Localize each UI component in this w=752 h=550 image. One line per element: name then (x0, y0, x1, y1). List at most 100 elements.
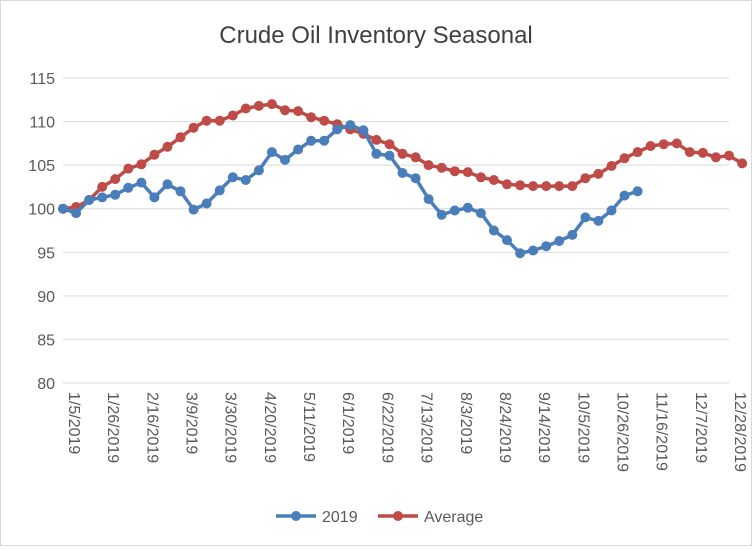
y-tick-label: 95 (37, 245, 55, 262)
data-point (515, 180, 526, 191)
x-tick-label: 3/9/2019 (183, 392, 200, 454)
data-point (266, 147, 277, 158)
data-point (136, 159, 147, 170)
data-point (123, 182, 134, 193)
legend-label: 2019 (322, 509, 358, 526)
x-axis-tick-labels: 1/5/2019 1/26/2019 2/16/2019 3/9/2019 3/30/2… (65, 392, 748, 472)
data-point (449, 205, 460, 216)
data-point (593, 168, 604, 179)
data-point (554, 236, 565, 246)
series-2019 (58, 120, 643, 259)
data-point (175, 186, 186, 197)
data-point (306, 112, 317, 123)
legend: 2019 Average (276, 509, 483, 526)
data-point (410, 152, 421, 163)
x-tick-label: 3/30/2019 (222, 392, 239, 463)
data-point (188, 122, 199, 133)
data-point (475, 208, 486, 219)
data-point (358, 125, 369, 136)
data-point (645, 141, 656, 151)
data-point (632, 147, 643, 158)
chart-title: Crude Oil Inventory Seasonal (219, 22, 533, 49)
data-point (214, 115, 225, 126)
legend-label: Average (424, 509, 483, 526)
data-point (502, 235, 512, 246)
data-point (423, 194, 434, 205)
data-point (110, 189, 121, 200)
series-line (61, 123, 640, 255)
data-point (397, 148, 408, 159)
x-tick-label: 6/1/2019 (339, 392, 356, 454)
legend-marker (291, 511, 301, 521)
data-point (488, 175, 499, 185)
data-point (384, 150, 395, 161)
data-point (710, 152, 721, 163)
x-tick-label: 12/28/2019 (731, 392, 748, 472)
x-tick-label: 10/26/2019 (613, 392, 630, 472)
y-tick-label: 85 (37, 332, 55, 349)
data-point (567, 229, 578, 240)
data-point (724, 150, 734, 161)
data-point (580, 173, 591, 184)
data-point (541, 241, 552, 252)
x-tick-label: 8/3/2019 (457, 392, 474, 454)
data-point (371, 148, 382, 159)
data-point (332, 124, 343, 135)
data-point (488, 225, 499, 236)
data-point (554, 181, 565, 192)
data-point (149, 192, 160, 203)
data-point (214, 185, 225, 196)
data-point (123, 163, 134, 174)
data-point (606, 161, 617, 171)
data-point (397, 168, 408, 178)
data-point (410, 173, 421, 184)
data-point (227, 110, 238, 121)
data-point (162, 141, 173, 152)
data-point (737, 158, 748, 169)
data-point (162, 179, 173, 190)
data-point (253, 100, 264, 111)
x-tick-label: 5/11/2019 (300, 392, 317, 462)
data-point (319, 135, 330, 146)
data-point (567, 181, 578, 192)
x-tick-label: 10/5/2019 (574, 392, 591, 463)
x-tick-label: 1/26/2019 (104, 392, 121, 463)
data-point (593, 215, 604, 226)
gridlines (63, 77, 729, 384)
x-tick-label: 4/20/2019 (261, 392, 278, 463)
data-point (697, 147, 708, 158)
y-tick-label: 90 (37, 289, 55, 306)
data-point (462, 167, 473, 178)
data-point (97, 192, 108, 203)
data-point (619, 153, 630, 164)
data-point (280, 105, 290, 116)
data-point (502, 179, 512, 190)
data-point (528, 245, 539, 256)
data-point (201, 115, 212, 126)
x-tick-label: 7/13/2019 (418, 392, 435, 463)
x-tick-label: 12/7/2019 (692, 392, 709, 463)
data-point (528, 181, 539, 192)
data-point (280, 154, 290, 165)
data-point (475, 172, 486, 183)
data-point (149, 149, 160, 160)
x-tick-label: 6/22/2019 (378, 392, 395, 463)
x-tick-label: 2/16/2019 (143, 392, 160, 463)
x-tick-label: 8/24/2019 (496, 392, 513, 463)
data-point (293, 106, 304, 117)
y-axis-tick-labels: 80 85 90 95 100 105 110 115 (28, 71, 55, 393)
data-point (240, 175, 251, 185)
series-lines (58, 99, 748, 259)
data-point (541, 181, 552, 192)
legend-marker (393, 511, 403, 521)
data-point (580, 212, 591, 223)
data-point (84, 195, 95, 205)
x-tick-label: 9/14/2019 (535, 392, 552, 463)
y-tick-label: 100 (28, 202, 55, 219)
y-tick-label: 105 (28, 158, 55, 175)
data-point (384, 139, 395, 150)
data-point (253, 165, 264, 176)
data-point (345, 120, 356, 131)
